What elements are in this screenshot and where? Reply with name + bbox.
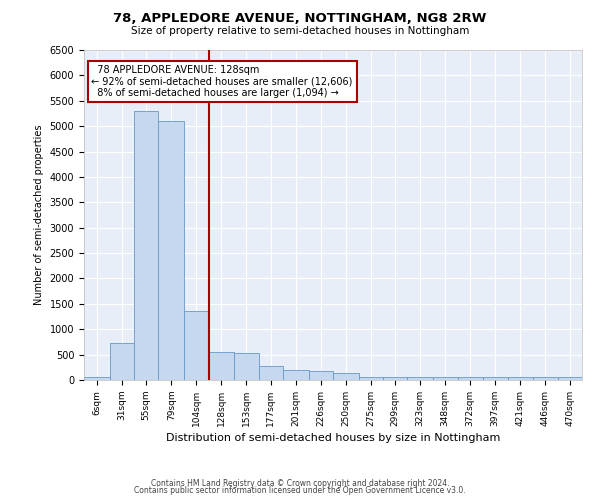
Bar [407,378,433,380]
Text: 78 APPLEDORE AVENUE: 128sqm
← 92% of semi-detached houses are smaller (12,606)
 : 78 APPLEDORE AVENUE: 128sqm ← 92% of sem… [91,65,353,98]
Bar [184,312,209,380]
Y-axis label: Number of semi-detached properties: Number of semi-detached properties [34,124,44,305]
Text: Size of property relative to semi-detached houses in Nottingham: Size of property relative to semi-detach… [131,26,469,36]
Bar [308,371,333,380]
Text: Contains HM Land Registry data © Crown copyright and database right 2024.: Contains HM Land Registry data © Crown c… [151,478,449,488]
Bar [110,344,134,380]
Bar [158,121,184,380]
Bar [458,378,483,380]
Text: Contains public sector information licensed under the Open Government Licence v3: Contains public sector information licen… [134,486,466,495]
Text: 78, APPLEDORE AVENUE, NOTTINGHAM, NG8 2RW: 78, APPLEDORE AVENUE, NOTTINGHAM, NG8 2R… [113,12,487,26]
Bar [359,378,383,380]
Bar [483,378,508,380]
Bar [557,378,582,380]
Bar [508,378,533,380]
Bar [333,374,359,380]
Bar [433,378,458,380]
Bar [84,378,110,380]
Bar [209,352,234,380]
X-axis label: Distribution of semi-detached houses by size in Nottingham: Distribution of semi-detached houses by … [166,433,500,443]
Bar [234,353,259,380]
Bar [383,378,407,380]
Bar [283,370,308,380]
Bar [134,111,158,380]
Bar [533,378,557,380]
Bar [259,366,283,380]
